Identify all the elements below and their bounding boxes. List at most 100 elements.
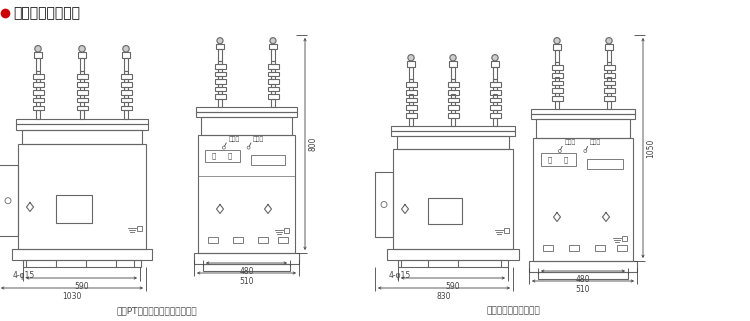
Text: 已储能: 已储能 bbox=[228, 136, 239, 142]
Bar bbox=[622, 236, 627, 241]
Bar bbox=[452, 94, 454, 98]
Bar bbox=[531, 114, 635, 119]
Bar bbox=[387, 249, 519, 260]
Bar bbox=[406, 105, 416, 110]
Bar bbox=[398, 260, 508, 267]
Bar bbox=[218, 69, 222, 72]
Bar bbox=[206, 150, 240, 161]
Bar bbox=[608, 93, 610, 96]
Bar bbox=[406, 113, 416, 117]
Bar bbox=[595, 245, 605, 251]
Circle shape bbox=[217, 38, 223, 44]
Bar bbox=[391, 126, 515, 131]
Bar bbox=[494, 117, 496, 126]
Bar bbox=[258, 237, 268, 243]
Circle shape bbox=[554, 38, 560, 44]
Bar bbox=[410, 87, 413, 90]
Bar bbox=[490, 90, 500, 94]
Bar bbox=[268, 94, 278, 99]
Bar bbox=[208, 237, 218, 243]
Bar bbox=[121, 106, 131, 110]
Bar bbox=[555, 100, 559, 109]
Bar bbox=[543, 245, 553, 251]
Text: 电子PT型断路器外形及安装尺寸: 电子PT型断路器外形及安装尺寸 bbox=[116, 307, 196, 316]
Bar bbox=[196, 112, 297, 117]
Bar bbox=[555, 77, 559, 81]
Bar bbox=[397, 136, 509, 149]
Bar bbox=[490, 105, 500, 110]
Bar bbox=[494, 110, 496, 113]
Bar bbox=[36, 102, 40, 106]
Text: 分: 分 bbox=[548, 156, 551, 163]
Bar bbox=[36, 87, 40, 90]
Text: 未储能: 未储能 bbox=[590, 140, 601, 145]
Bar bbox=[410, 79, 413, 82]
Bar bbox=[198, 135, 295, 253]
Bar bbox=[452, 110, 454, 113]
Bar bbox=[452, 102, 454, 105]
Bar bbox=[553, 44, 561, 49]
Bar bbox=[452, 87, 454, 90]
Bar bbox=[452, 117, 454, 126]
Bar bbox=[32, 90, 44, 94]
Bar bbox=[490, 61, 500, 66]
Bar bbox=[555, 85, 559, 88]
Bar bbox=[12, 249, 152, 260]
Bar bbox=[218, 84, 222, 87]
Bar bbox=[393, 149, 513, 249]
Bar bbox=[16, 119, 148, 124]
Bar bbox=[608, 49, 610, 62]
Bar bbox=[76, 74, 88, 79]
Bar bbox=[452, 79, 454, 82]
Bar bbox=[268, 44, 278, 49]
Bar bbox=[121, 82, 131, 87]
Bar bbox=[194, 253, 299, 264]
Bar bbox=[218, 61, 222, 65]
Bar bbox=[124, 58, 128, 71]
Bar bbox=[272, 99, 274, 107]
Bar bbox=[555, 62, 559, 65]
Circle shape bbox=[34, 46, 41, 52]
Bar bbox=[268, 79, 278, 84]
Text: 重合器外形及安装尺寸: 重合器外形及安装尺寸 bbox=[486, 307, 540, 316]
Bar bbox=[32, 106, 44, 110]
Bar bbox=[0, 165, 18, 236]
Bar bbox=[410, 102, 413, 105]
Bar bbox=[604, 73, 614, 77]
Text: 分: 分 bbox=[211, 152, 216, 159]
Bar bbox=[201, 117, 292, 135]
Bar bbox=[16, 124, 148, 130]
Bar bbox=[196, 107, 297, 112]
Bar bbox=[375, 172, 393, 237]
Bar bbox=[268, 72, 278, 76]
Bar bbox=[406, 90, 416, 94]
Bar bbox=[529, 261, 637, 272]
Text: 480: 480 bbox=[576, 275, 590, 284]
Bar bbox=[448, 82, 458, 87]
Bar bbox=[124, 79, 128, 82]
Bar bbox=[391, 131, 515, 136]
Bar bbox=[406, 61, 416, 66]
Bar bbox=[406, 82, 416, 87]
Bar bbox=[272, 91, 274, 94]
Bar bbox=[490, 98, 500, 102]
Bar bbox=[531, 109, 635, 114]
Bar bbox=[203, 264, 290, 271]
Bar bbox=[272, 76, 274, 79]
Bar bbox=[410, 110, 413, 113]
Bar bbox=[448, 105, 458, 110]
Circle shape bbox=[606, 38, 612, 44]
Bar bbox=[137, 226, 142, 231]
Bar bbox=[494, 66, 496, 79]
Bar bbox=[604, 65, 614, 70]
Bar bbox=[233, 237, 243, 243]
Bar bbox=[78, 52, 86, 58]
Bar bbox=[604, 96, 614, 100]
Bar bbox=[214, 94, 226, 99]
Bar bbox=[551, 81, 562, 85]
Circle shape bbox=[123, 46, 129, 52]
Bar bbox=[452, 66, 454, 79]
Bar bbox=[448, 98, 458, 102]
Bar bbox=[80, 71, 84, 74]
Bar bbox=[608, 77, 610, 81]
